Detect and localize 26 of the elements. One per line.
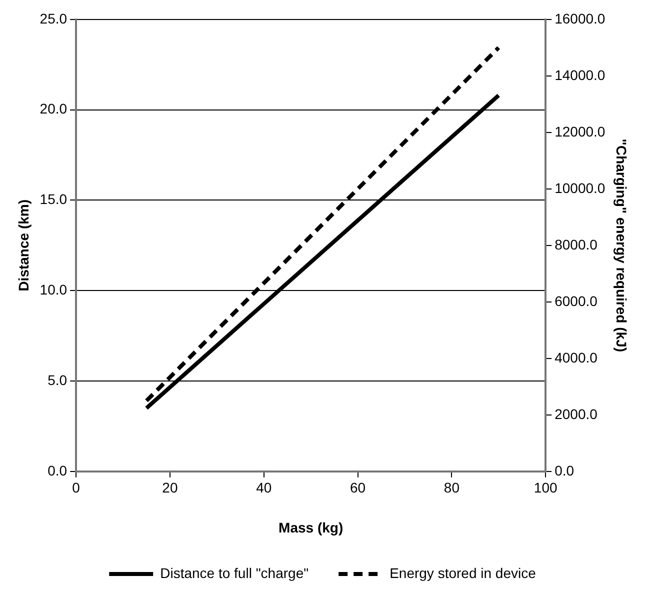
- y2-tick-label: 10000.0: [554, 180, 606, 196]
- x-tick-label: 60: [350, 480, 366, 496]
- y2-tick-label: 2000.0: [554, 406, 598, 422]
- y2-tick-label: 12000.0: [554, 123, 606, 140]
- x-axis-title: Mass (kg): [278, 519, 344, 536]
- legend-label: Distance to full "charge": [160, 564, 309, 581]
- y2-tick-label: 4000.0: [554, 349, 598, 366]
- y-tick-label: 15.0: [40, 191, 68, 208]
- y2-tick-label: 14000.0: [554, 66, 606, 83]
- y-tick-label: 5.0: [48, 372, 68, 388]
- y-tick-label: 10.0: [40, 281, 68, 298]
- y-axis-title: Distance (km): [15, 199, 32, 292]
- x-tick-label: 100: [534, 480, 558, 496]
- x-tick-label: 0: [72, 480, 80, 496]
- x-tick-label: 80: [444, 480, 460, 496]
- y-tick-label: 0.0: [48, 462, 68, 478]
- y2-axis-title: "Charging" energy required (kJ): [614, 138, 630, 352]
- y-tick-label: 25.0: [40, 10, 68, 26]
- y2-tick-label: 8000.0: [554, 236, 598, 252]
- y2-tick-label: 0.0: [554, 462, 574, 478]
- y-tick-label: 20.0: [40, 100, 68, 117]
- x-tick-label: 40: [256, 480, 272, 496]
- y2-tick-label: 16000.0: [554, 10, 606, 26]
- y2-tick-label: 6000.0: [554, 292, 598, 309]
- x-tick-label: 20: [162, 480, 178, 496]
- legend-label: Energy stored in device: [390, 564, 536, 581]
